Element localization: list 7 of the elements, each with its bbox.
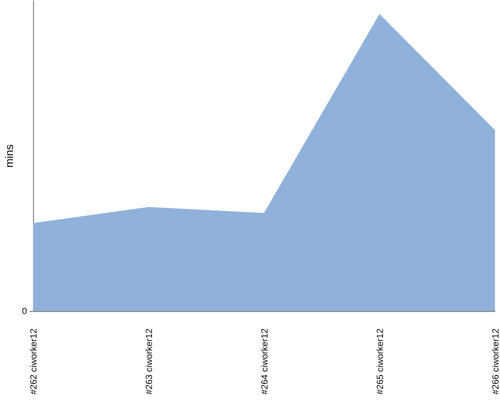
x-tick-label: #265 ciworker12	[375, 328, 385, 395]
x-tick-label: #262 ciworker12	[28, 328, 38, 395]
x-tick-label: #264 ciworker12	[260, 328, 270, 395]
y-axis-title: mins	[4, 144, 16, 168]
text: 0	[22, 306, 27, 316]
x-tick-label: #263 ciworker12	[144, 328, 154, 395]
x-tick-label: #266 ciworker12	[490, 328, 500, 395]
